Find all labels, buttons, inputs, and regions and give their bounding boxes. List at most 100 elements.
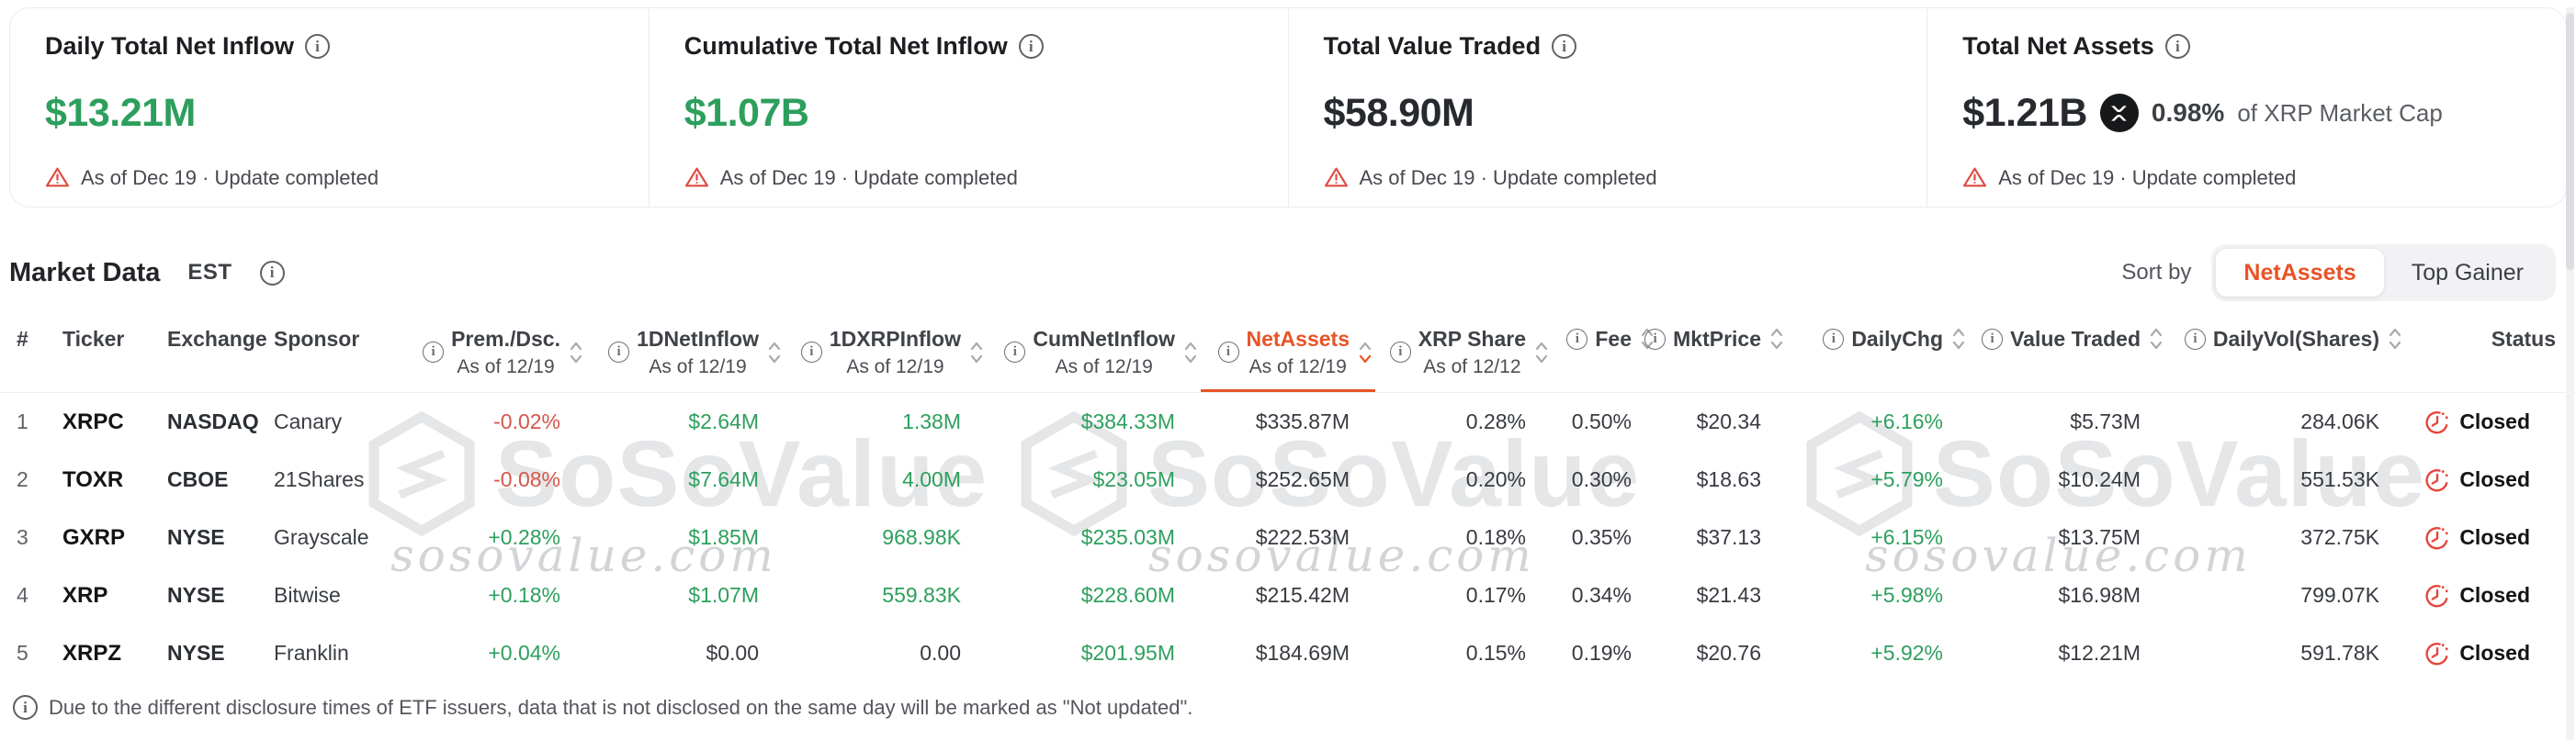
sort-option-top-gainer[interactable]: Top Gainer bbox=[2384, 249, 2551, 297]
table-row[interactable]: 4 XRP NYSE Bitwise +0.18% $1.07M 559.83K $228.6… bbox=[0, 566, 2576, 624]
info-icon[interactable]: i bbox=[1982, 328, 2004, 350]
cell-chg: +5.98% bbox=[1870, 583, 1943, 607]
column-header-dxrp[interactable]: i 1DXRPInflow As of 12/19 bbox=[785, 325, 987, 393]
clock-closed-icon bbox=[2425, 526, 2448, 549]
etf-table: # Ticker Exchange Sponsor i Prem./Dsc. As of 1… bbox=[0, 325, 2576, 682]
info-icon[interactable]: i bbox=[1004, 342, 1026, 363]
info-icon[interactable]: i bbox=[1552, 34, 1577, 59]
column-header-vt[interactable]: i Value Traded bbox=[1969, 325, 2166, 393]
cell-status: Closed bbox=[2405, 624, 2576, 682]
column-as-of: As of 12/19 bbox=[1055, 356, 1153, 377]
table-row[interactable]: 2 TOXR CBOE 21Shares -0.08% $7.64M 4.00M $23.05… bbox=[0, 451, 2576, 509]
cell-fee: 0.34% bbox=[1571, 583, 1632, 607]
sort-arrows-icon[interactable] bbox=[1533, 339, 1550, 366]
info-icon[interactable]: i bbox=[1644, 328, 1666, 350]
cell-xrps: 0.28% bbox=[1465, 409, 1526, 433]
sort-arrows-icon[interactable] bbox=[766, 339, 783, 366]
sort-arrows-icon[interactable] bbox=[2148, 325, 2164, 353]
section-title: Market Data bbox=[9, 257, 161, 287]
column-header-dvol[interactable]: i DailyVol(Shares) bbox=[2166, 325, 2405, 393]
cell-vt: $13.75M bbox=[2058, 525, 2141, 549]
column-header-sponsor: Sponsor bbox=[274, 325, 404, 393]
card-value: $13.21M bbox=[45, 90, 196, 135]
cell-exchange: NYSE bbox=[167, 583, 225, 607]
info-icon[interactable]: i bbox=[1217, 342, 1239, 363]
info-icon[interactable]: i bbox=[423, 342, 445, 363]
column-label: Ticker bbox=[62, 327, 125, 351]
info-icon[interactable]: i bbox=[800, 342, 822, 363]
info-icon[interactable]: i bbox=[259, 260, 285, 286]
sort-arrows-icon[interactable] bbox=[968, 339, 985, 366]
column-header-xrps[interactable]: i XRP Share As of 12/12 bbox=[1375, 325, 1552, 393]
scrollbar-track bbox=[2566, 7, 2574, 740]
cell-chg: +6.15% bbox=[1870, 525, 1943, 549]
info-icon[interactable]: i bbox=[305, 34, 331, 59]
cell-net: $215.42M bbox=[1255, 583, 1350, 607]
card-cumulative-net-inflow: Cumulative Total Net Inflow i $1.07B As … bbox=[648, 8, 1288, 207]
cell-chg: +6.16% bbox=[1870, 409, 1943, 433]
card-total-net-assets: Total Net Assets i $1.21B 0.98% of XRP M… bbox=[1926, 8, 2566, 207]
sort-arrows-icon[interactable] bbox=[2387, 325, 2403, 353]
cell-ticker: XRP bbox=[62, 582, 108, 608]
sort-by-label: Sort by bbox=[2121, 260, 2192, 285]
column-label: NetAssets bbox=[1246, 327, 1350, 351]
column-header-chg[interactable]: i DailyChg bbox=[1787, 325, 1969, 393]
info-icon[interactable]: i bbox=[1018, 34, 1044, 59]
status-label: Closed bbox=[2459, 641, 2530, 665]
column-header-prem[interactable]: i Prem./Dsc. As of 12/19 bbox=[404, 325, 586, 393]
column-label: DailyVol(Shares) bbox=[2212, 327, 2379, 351]
sort-arrows-icon[interactable] bbox=[1950, 325, 1967, 353]
info-icon[interactable]: i bbox=[2184, 328, 2206, 350]
sort-arrows-icon[interactable] bbox=[1182, 339, 1199, 366]
cell-dxrp: 559.83K bbox=[882, 583, 961, 607]
card-title: Daily Total Net Inflow bbox=[45, 32, 295, 60]
cell-dnet: $1.07M bbox=[688, 583, 759, 607]
table-row[interactable]: 3 GXRP NYSE Grayscale +0.28% $1.85M 968.98K $23… bbox=[0, 509, 2576, 566]
cell-mkt: $18.63 bbox=[1696, 467, 1761, 491]
info-icon[interactable]: i bbox=[1823, 328, 1845, 350]
cell-dxrp: 0.00 bbox=[920, 641, 961, 665]
cell-xrps: 0.18% bbox=[1465, 525, 1526, 549]
clock-closed-icon bbox=[2425, 468, 2448, 491]
column-label: Status bbox=[2491, 327, 2556, 351]
cell-ticker: TOXR bbox=[62, 466, 124, 492]
table-row[interactable]: 5 XRPZ NYSE Franklin +0.04% $0.00 0.00 $201.95M… bbox=[0, 624, 2576, 682]
card-title: Total Value Traded bbox=[1323, 32, 1542, 60]
column-label: Sponsor bbox=[274, 327, 360, 351]
info-icon[interactable]: i bbox=[2164, 34, 2190, 59]
table-row[interactable]: 1 XRPC NASDAQ Canary -0.02% $2.64M 1.38M $384.3… bbox=[0, 393, 2576, 451]
disclosure-note-text: Due to the different disclosure times of… bbox=[49, 695, 1193, 719]
cell-dnet: $7.64M bbox=[688, 467, 759, 491]
cell-exchange: NYSE bbox=[167, 641, 225, 665]
info-icon[interactable]: i bbox=[1566, 328, 1588, 350]
sort-arrows-icon[interactable] bbox=[1357, 339, 1373, 366]
info-icon: i bbox=[13, 695, 38, 720]
column-header-cum[interactable]: i CumNetInflow As of 12/19 bbox=[987, 325, 1201, 393]
cell-cum: $384.33M bbox=[1080, 409, 1175, 433]
cell-vt: $12.21M bbox=[2058, 641, 2141, 665]
column-as-of: As of 12/19 bbox=[457, 356, 555, 377]
scrollbar-thumb[interactable] bbox=[2566, 13, 2574, 270]
sort-option-netassets[interactable]: NetAssets bbox=[2216, 249, 2384, 297]
cell-rank: 3 bbox=[17, 525, 28, 549]
cell-net: $335.87M bbox=[1255, 409, 1350, 433]
sort-arrows-icon[interactable] bbox=[568, 339, 584, 366]
column-header-mkt[interactable]: i MktPrice bbox=[1644, 325, 1787, 393]
cell-mkt: $37.13 bbox=[1696, 525, 1761, 549]
table-header-row: # Ticker Exchange Sponsor i Prem./Dsc. As of 1… bbox=[0, 325, 2576, 393]
info-icon[interactable]: i bbox=[608, 342, 630, 363]
cell-ticker: XRPZ bbox=[62, 640, 122, 666]
info-icon[interactable]: i bbox=[1389, 342, 1411, 363]
cell-prem: +0.18% bbox=[488, 583, 560, 607]
sort-arrows-icon[interactable] bbox=[1768, 325, 1785, 353]
column-header-dnet[interactable]: i 1DNetInflow As of 12/19 bbox=[586, 325, 785, 393]
column-header-net[interactable]: i NetAssets As of 12/19 bbox=[1201, 325, 1375, 393]
clock-closed-icon bbox=[2425, 410, 2448, 433]
cell-fee: 0.30% bbox=[1571, 467, 1632, 491]
cell-sponsor: Bitwise bbox=[274, 583, 341, 607]
card-note-text: As of Dec 19 · Update completed bbox=[1998, 165, 2297, 189]
column-label: Fee bbox=[1595, 327, 1632, 351]
market-cap-percent: 0.98% bbox=[2151, 98, 2225, 127]
column-header-fee[interactable]: i Fee bbox=[1552, 325, 1657, 393]
status-label: Closed bbox=[2459, 467, 2530, 491]
